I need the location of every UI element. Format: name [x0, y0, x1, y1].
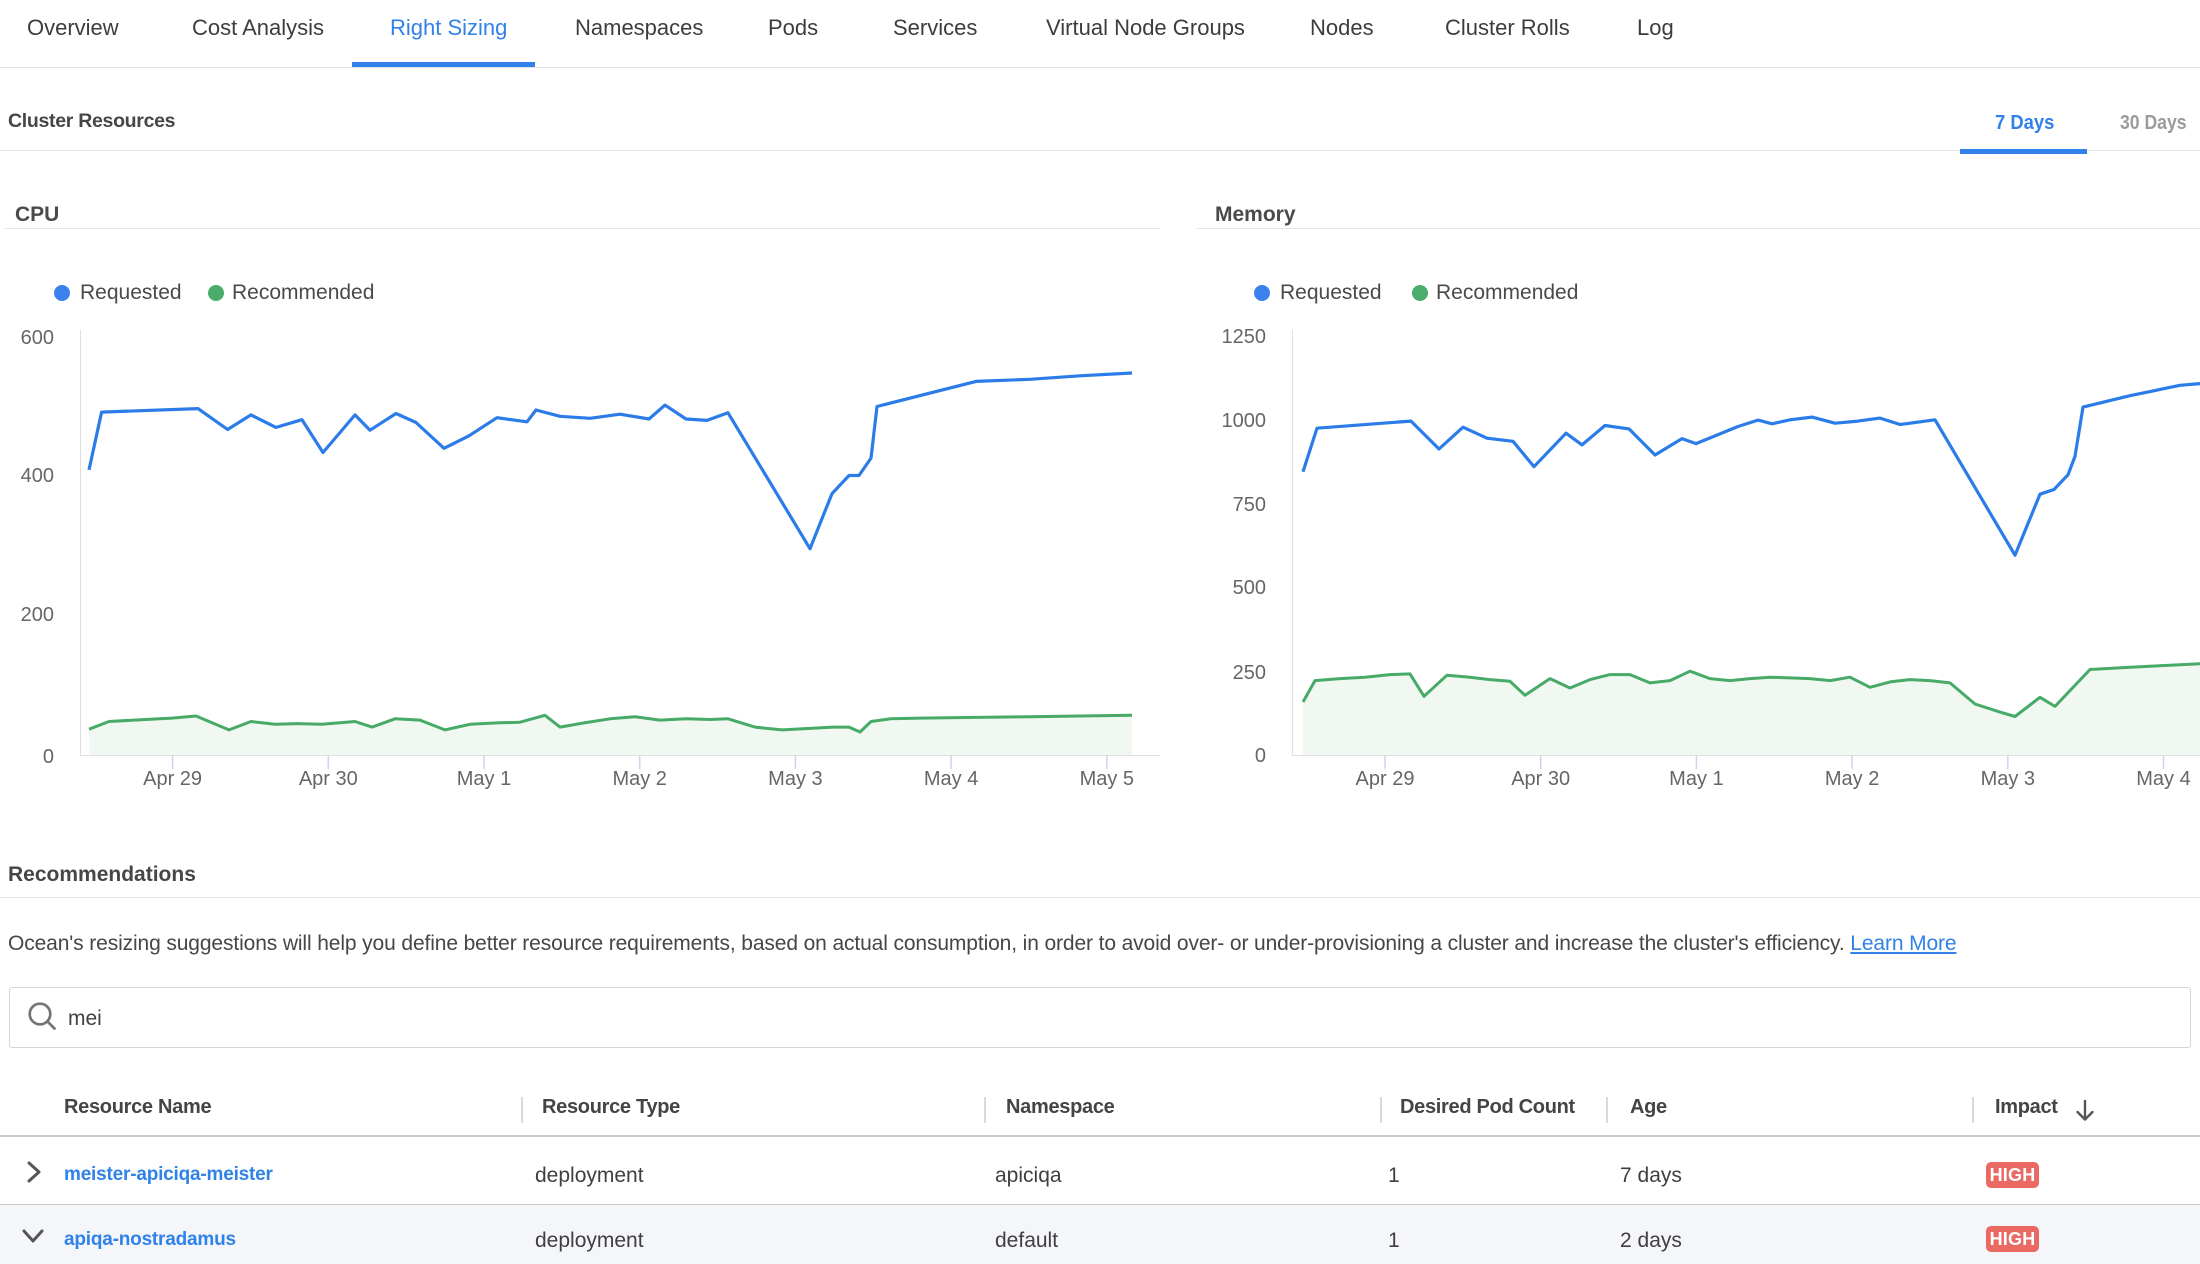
svg-text:May 2: May 2 [1825, 768, 1879, 790]
svg-text:May 2: May 2 [612, 768, 666, 790]
svg-text:250: 250 [1233, 662, 1266, 684]
svg-text:Apr 30: Apr 30 [299, 768, 358, 790]
svg-text:Apr 29: Apr 29 [143, 768, 202, 790]
svg-text:May 3: May 3 [768, 768, 822, 790]
svg-text:May 5: May 5 [1080, 768, 1134, 790]
svg-text:Apr 30: Apr 30 [1511, 768, 1570, 790]
svg-text:200: 200 [21, 604, 54, 626]
svg-text:Apr 29: Apr 29 [1356, 768, 1415, 790]
svg-text:May 4: May 4 [2136, 768, 2190, 790]
svg-text:May 3: May 3 [1981, 768, 2035, 790]
svg-text:500: 500 [1233, 577, 1266, 599]
svg-text:1000: 1000 [1222, 410, 1267, 432]
svg-text:0: 0 [1255, 745, 1266, 767]
svg-text:May 4: May 4 [924, 768, 978, 790]
svg-text:0: 0 [43, 746, 54, 768]
svg-text:600: 600 [21, 327, 54, 349]
svg-text:May 1: May 1 [457, 768, 511, 790]
svg-text:May 1: May 1 [1669, 768, 1723, 790]
svg-text:400: 400 [21, 465, 54, 487]
svg-text:1250: 1250 [1222, 326, 1267, 348]
svg-text:750: 750 [1233, 494, 1266, 516]
